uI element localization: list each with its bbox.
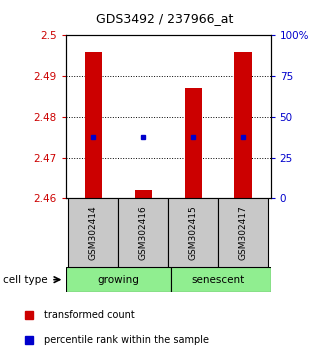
Bar: [135, 190, 152, 198]
Bar: [234, 52, 252, 198]
Text: GSM302416: GSM302416: [139, 205, 148, 260]
Bar: [69, 198, 118, 267]
Bar: [184, 88, 202, 198]
Bar: [168, 198, 218, 267]
Text: GDS3492 / 237966_at: GDS3492 / 237966_at: [96, 12, 234, 25]
Text: cell type: cell type: [3, 275, 48, 285]
Bar: [171, 267, 271, 292]
Text: transformed count: transformed count: [44, 309, 135, 320]
Text: growing: growing: [97, 275, 139, 285]
Text: GSM302414: GSM302414: [89, 205, 98, 260]
Bar: [85, 52, 102, 198]
Text: percentile rank within the sample: percentile rank within the sample: [44, 335, 209, 346]
Bar: [218, 198, 268, 267]
Text: GSM302415: GSM302415: [189, 205, 198, 260]
Text: GSM302417: GSM302417: [239, 205, 248, 260]
Text: senescent: senescent: [192, 275, 245, 285]
Bar: [66, 267, 171, 292]
Bar: [118, 198, 168, 267]
